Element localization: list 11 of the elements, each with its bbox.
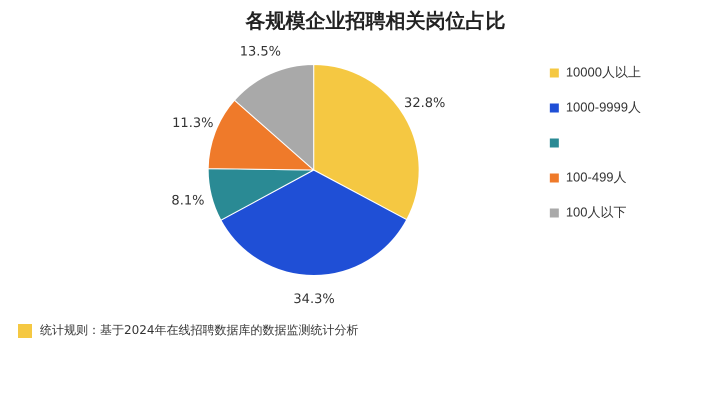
data-label: 13.5% bbox=[240, 44, 282, 60]
data-label: 34.3% bbox=[293, 292, 335, 307]
data-label: 8.1% bbox=[171, 193, 204, 208]
legend-label: 100人以下 bbox=[566, 204, 627, 220]
legend-label: 1000-9999人 bbox=[566, 100, 642, 115]
text: 统计规则：基于2024年在线招聘数据库的数据监测统计分析 bbox=[40, 322, 359, 339]
chart-title: 各规模企业招聘相关岗位占比 bbox=[244, 10, 506, 33]
data-label: 11.3% bbox=[172, 116, 214, 131]
legend-label: 10000人以上 bbox=[566, 64, 641, 80]
legend-label: 100-499人 bbox=[566, 170, 627, 185]
data-label: 32.8% bbox=[404, 96, 446, 111]
